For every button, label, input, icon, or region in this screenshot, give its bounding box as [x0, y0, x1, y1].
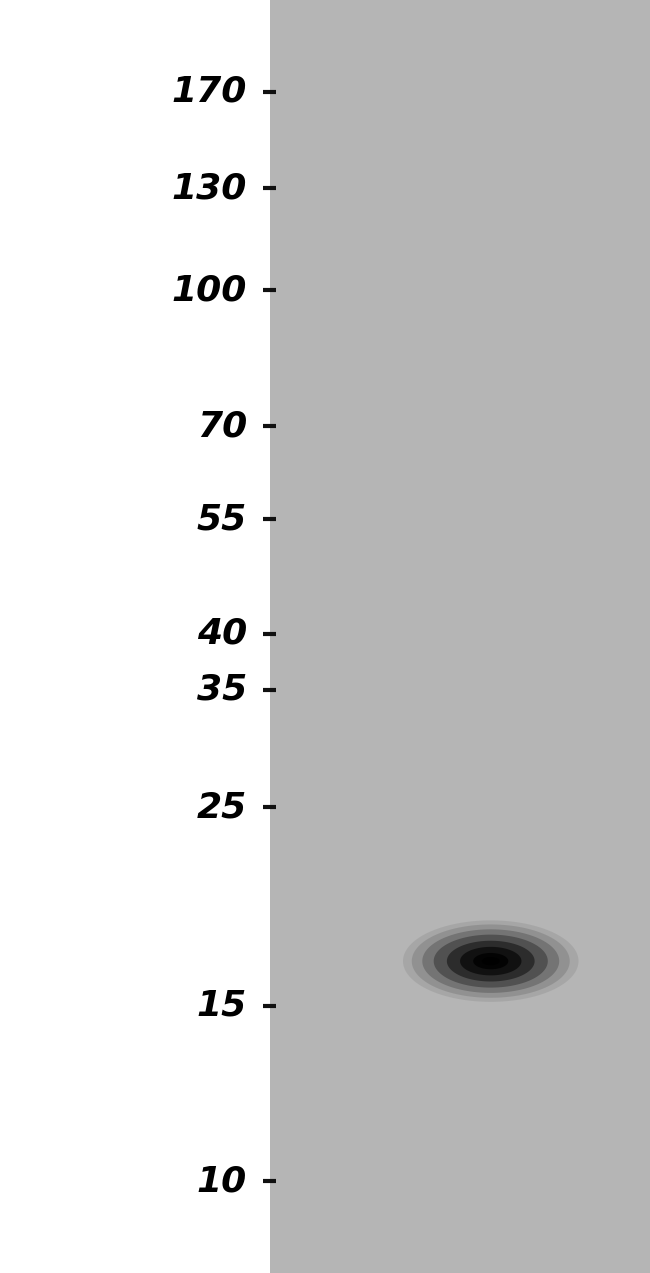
Text: 100: 100 [172, 274, 247, 307]
Text: 55: 55 [197, 503, 247, 536]
Polygon shape [434, 934, 548, 988]
Polygon shape [460, 947, 521, 975]
Polygon shape [473, 953, 508, 969]
Polygon shape [447, 941, 534, 981]
Text: 130: 130 [172, 172, 247, 205]
Polygon shape [403, 920, 578, 1002]
Polygon shape [412, 924, 569, 998]
Text: 35: 35 [197, 673, 247, 707]
Text: 70: 70 [197, 410, 247, 443]
Text: 170: 170 [172, 75, 247, 108]
Text: 10: 10 [197, 1165, 247, 1198]
Text: 15: 15 [197, 989, 247, 1022]
Text: 40: 40 [197, 617, 247, 651]
Polygon shape [422, 929, 559, 993]
Polygon shape [482, 957, 499, 965]
Text: 25: 25 [197, 791, 247, 824]
Bar [270, 0, 650, 1273]
